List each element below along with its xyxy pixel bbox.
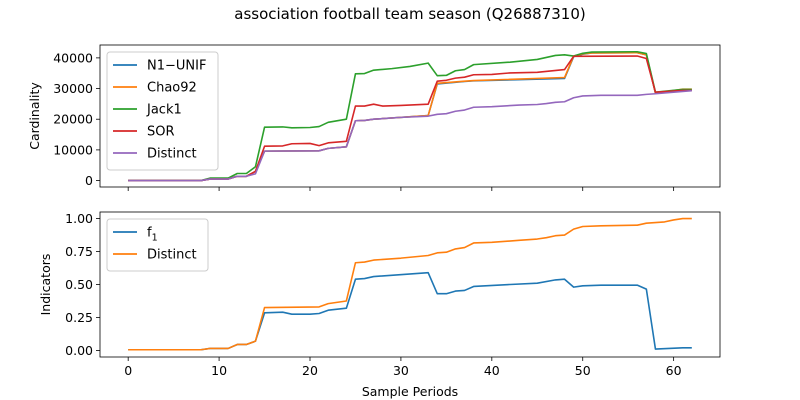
legend-label: Distinct xyxy=(147,248,197,263)
y-axis-label: Indicators xyxy=(38,254,53,316)
legend: f1 Distinct xyxy=(106,218,209,272)
series-line-jack1 xyxy=(128,50,692,182)
legend-box xyxy=(106,218,209,272)
legend-label-subscript: 1 xyxy=(152,233,158,244)
legend: N1−UNIF Chao92 Jack1 SOR Distinct xyxy=(106,51,219,171)
y-tick-label: 1.00 xyxy=(65,211,93,226)
y-tick-label: 10000 xyxy=(53,142,93,157)
legend-label: Chao92 xyxy=(147,81,197,96)
x-tick-label: 20 xyxy=(302,363,318,378)
subplot-2: 0 10 20 30 40 50 60 0.00 0.25 0.50 0.75 1.00 Indicat… xyxy=(38,211,721,399)
x-tick-label: 0 xyxy=(124,363,132,378)
y-tick-label: 0.75 xyxy=(65,244,93,259)
series-line-distinct xyxy=(128,217,692,351)
series-line-distinct xyxy=(128,89,692,182)
y-tick-label: 0 xyxy=(85,173,93,188)
legend-label: f1 xyxy=(147,226,158,244)
y-tick-label: 20000 xyxy=(53,112,93,127)
legend-label: Distinct xyxy=(147,147,197,162)
x-tick-label: 30 xyxy=(393,363,409,378)
series-line-f1 xyxy=(128,271,692,351)
legend-box xyxy=(106,51,219,171)
y-tick-label: 0.50 xyxy=(65,277,93,292)
x-tick-label: 40 xyxy=(484,363,500,378)
figure-title: association football team season (Q26887… xyxy=(234,5,585,23)
x-axis-label: Sample Periods xyxy=(362,384,458,399)
legend-label: N1−UNIF xyxy=(147,59,206,74)
axes-frame xyxy=(99,44,721,188)
y-axis-label: Cardinality xyxy=(27,82,42,150)
y-tick-label: 40000 xyxy=(53,50,93,65)
x-tick-label: 60 xyxy=(666,363,682,378)
subplots: 0 10000 20000 30000 40000 Cardinality N1−UNIF C… xyxy=(27,44,721,399)
subplot-1: 0 10000 20000 30000 40000 Cardinality N1−UNIF C… xyxy=(27,44,721,191)
x-tick-label: 10 xyxy=(211,363,227,378)
y-tick-label: 30000 xyxy=(53,81,93,96)
y-tick-label: 0.00 xyxy=(65,343,93,358)
x-tick-label: 50 xyxy=(575,363,591,378)
y-tick-label: 0.25 xyxy=(65,310,93,325)
legend-label: Jack1 xyxy=(146,103,182,118)
legend-label: SOR xyxy=(147,125,175,140)
series-line-sor xyxy=(128,55,692,182)
